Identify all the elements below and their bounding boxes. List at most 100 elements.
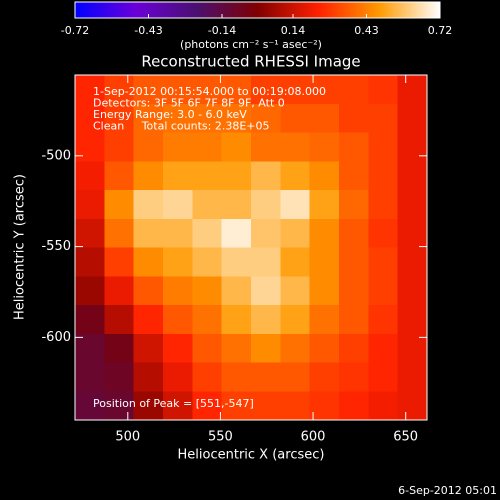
x-tick-label: 550	[208, 430, 233, 445]
annotation: Energy Range: 3.0 - 6.0 keV	[93, 108, 247, 121]
heatmap-cell	[309, 333, 340, 364]
heatmap-cell	[163, 161, 193, 191]
heatmap-cell	[192, 276, 223, 306]
heatmap-cell	[397, 161, 428, 191]
heatmap-cell	[339, 391, 369, 421]
heatmap-cell	[192, 362, 223, 392]
colorbar-tick-label: -0.43	[134, 24, 162, 37]
heatmap-cell	[251, 391, 281, 421]
heatmap-cell	[192, 333, 223, 364]
heatmap-cell	[104, 103, 135, 134]
heatmap-cell	[339, 103, 369, 134]
heatmap-cell	[192, 247, 223, 277]
heatmap-cell	[368, 247, 399, 277]
colorbar-tick-label: 0.72	[428, 24, 453, 37]
heatmap-cell	[397, 391, 428, 421]
x-tick-label: 600	[301, 430, 326, 445]
heatmap-cell	[368, 276, 399, 306]
heatmap-cell	[104, 132, 135, 162]
y-tick-label: -600	[41, 330, 71, 345]
heatmap-cell	[221, 132, 252, 162]
heatmap-cell	[133, 132, 164, 162]
heatmap-cell	[251, 276, 281, 306]
heatmap-cell	[192, 161, 223, 191]
heatmap-cell	[75, 305, 105, 335]
annotation: 1-Sep-2012 00:15:54.000 to 00:19:08.000	[93, 85, 326, 98]
colorbar	[75, 2, 440, 18]
heatmap-cell	[221, 362, 252, 392]
heatmap-cell	[368, 103, 399, 134]
heatmap-cell	[368, 132, 399, 162]
heatmap-cell	[133, 276, 164, 306]
heatmap-cell	[280, 362, 311, 392]
colorbar-tick-label: 0.43	[354, 24, 379, 37]
heatmap-cell	[221, 276, 252, 306]
heatmap-cell	[280, 305, 311, 335]
heatmap-cell	[75, 132, 105, 162]
heatmap-cell	[192, 190, 223, 220]
heatmap-cell	[133, 333, 164, 364]
heatmap-cell	[339, 161, 369, 191]
heatmap-cell	[133, 362, 164, 392]
heatmap-cell	[251, 190, 281, 220]
heatmap-cell	[280, 103, 311, 134]
heatmap-cell	[104, 247, 135, 277]
heatmap-cell	[309, 276, 340, 306]
heatmap-cell	[221, 391, 252, 421]
heatmap-cell	[309, 161, 340, 191]
heatmap-cell	[75, 247, 105, 277]
heatmap-cell	[192, 218, 223, 249]
heatmap-cell	[309, 132, 340, 162]
heatmap-cell	[368, 161, 399, 191]
heatmap-cell	[75, 161, 105, 191]
heatmap-cell	[309, 218, 340, 249]
heatmap-cell	[397, 103, 428, 134]
heatmap-cell	[133, 75, 164, 105]
heatmap-cell	[75, 75, 105, 105]
y-tick-label: -500	[41, 148, 71, 163]
heatmap-cell	[368, 190, 399, 220]
heatmap-cell	[192, 75, 223, 105]
heatmap-cell	[163, 218, 193, 249]
heatmap-cell	[339, 247, 369, 277]
date-stamp: 6-Sep-2012 05:01	[398, 484, 497, 497]
heatmap-cell	[221, 333, 252, 364]
heatmap-cell	[368, 75, 399, 105]
peak-label: Position of Peak = [551,-547]	[93, 397, 254, 410]
heatmap-cell	[192, 132, 223, 162]
heatmap-cell	[163, 103, 193, 134]
heatmap-cell	[104, 391, 135, 421]
colorbar-tick-label: 0.14	[281, 24, 306, 37]
colorbar-frame	[74, 1, 441, 19]
heatmap-cell	[309, 103, 340, 134]
heatmap-cell	[397, 276, 428, 306]
heatmap-cell	[397, 362, 428, 392]
heatmap-cell	[133, 103, 164, 134]
heatmap-cell	[75, 362, 105, 392]
heatmap-cell	[104, 190, 135, 220]
heatmap-cell	[251, 161, 281, 191]
heatmap-cell	[163, 75, 193, 105]
heatmap-cell	[280, 161, 311, 191]
x-tick-label: 650	[393, 430, 418, 445]
heatmap-cell	[251, 218, 281, 249]
heatmap-cell	[163, 333, 193, 364]
heatmap-cell	[163, 362, 193, 392]
heatmap-cell	[339, 276, 369, 306]
heatmap-cell	[221, 161, 252, 191]
heatmap-cell	[339, 362, 369, 392]
heatmap-cell	[192, 391, 223, 421]
heatmap-cell	[280, 333, 311, 364]
heatmap-cell	[104, 362, 135, 392]
heatmap-cell	[339, 305, 369, 335]
heatmap-cell	[133, 305, 164, 335]
heatmap-cell	[339, 132, 369, 162]
annotation: Clean Total counts: 2.38E+05	[93, 120, 270, 133]
heatmap-cell	[339, 190, 369, 220]
heatmap-cell	[104, 305, 135, 335]
y-tick-label: -550	[41, 239, 71, 254]
x-axis-label: Heliocentric X (arcsec)	[178, 448, 325, 463]
heatmap-cell	[309, 305, 340, 335]
heatmap-cell	[397, 247, 428, 277]
heatmap-cell	[163, 391, 193, 421]
